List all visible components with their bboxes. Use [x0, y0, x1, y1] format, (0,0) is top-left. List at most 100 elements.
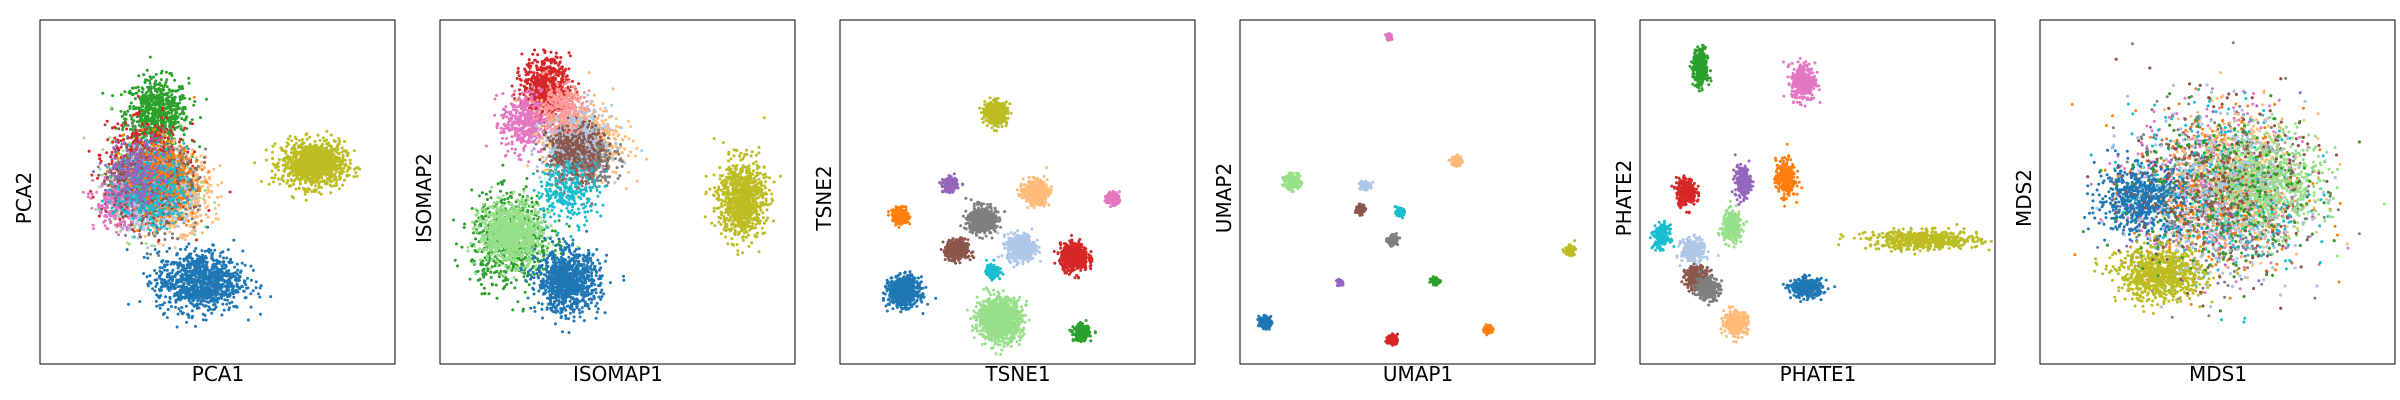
data-point [290, 164, 294, 168]
data-point [178, 101, 181, 105]
data-point [160, 116, 164, 120]
data-point [110, 150, 114, 154]
data-point [260, 180, 263, 183]
data-point [151, 110, 155, 114]
data-point [110, 162, 114, 166]
data-point [218, 164, 222, 168]
data-point [143, 234, 147, 238]
data-point [176, 88, 180, 92]
data-point [319, 158, 323, 162]
data-point [89, 189, 93, 193]
data-point [119, 109, 123, 113]
data-point [172, 117, 176, 121]
data-point [326, 149, 330, 153]
data-point [284, 164, 288, 168]
data-point [129, 101, 133, 105]
data-point [333, 176, 337, 180]
data-point [195, 210, 199, 214]
data-point [288, 134, 292, 138]
data-point [146, 102, 150, 106]
data-point [203, 175, 206, 179]
data-point [306, 187, 310, 191]
data-point [202, 155, 206, 159]
data-point [326, 177, 330, 180]
data-point [189, 198, 193, 202]
pca-scatter-plot [39, 19, 396, 365]
data-point [169, 146, 173, 150]
data-point [179, 137, 183, 141]
data-point [302, 172, 305, 175]
data-point [140, 86, 144, 90]
data-point [193, 192, 196, 196]
data-point [173, 95, 177, 99]
data-point [103, 196, 107, 199]
data-point [119, 221, 123, 224]
data-point [343, 178, 346, 182]
data-point [253, 161, 257, 165]
data-point [344, 163, 348, 167]
data-point [173, 78, 177, 82]
data-point [270, 169, 274, 173]
data-point [134, 86, 138, 90]
data-point [356, 166, 360, 170]
data-point [325, 129, 329, 133]
data-point [195, 175, 199, 179]
data-point [138, 96, 142, 100]
data-point [346, 153, 350, 157]
data-point [160, 69, 164, 73]
data-point [304, 145, 308, 148]
data-point [187, 76, 191, 80]
data-point [320, 143, 324, 147]
data-point [169, 224, 173, 228]
data-point [288, 155, 292, 159]
data-point [277, 158, 281, 162]
data-point [162, 85, 166, 89]
data-point [152, 86, 156, 90]
data-point [298, 150, 302, 154]
data-point [305, 159, 309, 163]
data-point [303, 163, 307, 167]
data-point [327, 169, 331, 173]
data-point [317, 185, 321, 189]
data-point [97, 214, 101, 218]
data-point [174, 111, 178, 115]
data-point [122, 138, 126, 141]
data-point [190, 138, 194, 142]
data-point [320, 180, 324, 184]
data-point [182, 152, 186, 156]
data-point [349, 161, 353, 165]
data-point [286, 160, 290, 164]
data-point [329, 157, 333, 161]
cluster-1 [253, 129, 362, 202]
data-point [131, 93, 134, 97]
data-point [158, 133, 162, 137]
data-point [126, 124, 130, 128]
data-point [153, 82, 157, 86]
data-point [298, 163, 302, 167]
data-point [178, 112, 182, 116]
data-point [133, 97, 137, 101]
data-point [107, 162, 111, 166]
data-point [315, 148, 319, 152]
data-point [195, 238, 198, 242]
data-point [321, 136, 325, 140]
data-point [148, 55, 152, 59]
data-point [281, 163, 285, 167]
data-point [207, 195, 211, 199]
data-point [201, 184, 204, 188]
data-point [150, 244, 154, 248]
data-point [322, 161, 326, 165]
data-point [328, 183, 332, 187]
data-point [101, 91, 105, 95]
data-point [340, 171, 343, 175]
data-point [170, 89, 174, 93]
data-point [156, 94, 159, 98]
data-point [100, 173, 104, 177]
data-point [341, 156, 345, 160]
data-point [180, 236, 184, 240]
data-point [110, 197, 113, 201]
data-point [174, 108, 177, 112]
data-point [147, 125, 151, 129]
data-point [132, 105, 136, 108]
data-point [136, 85, 140, 89]
